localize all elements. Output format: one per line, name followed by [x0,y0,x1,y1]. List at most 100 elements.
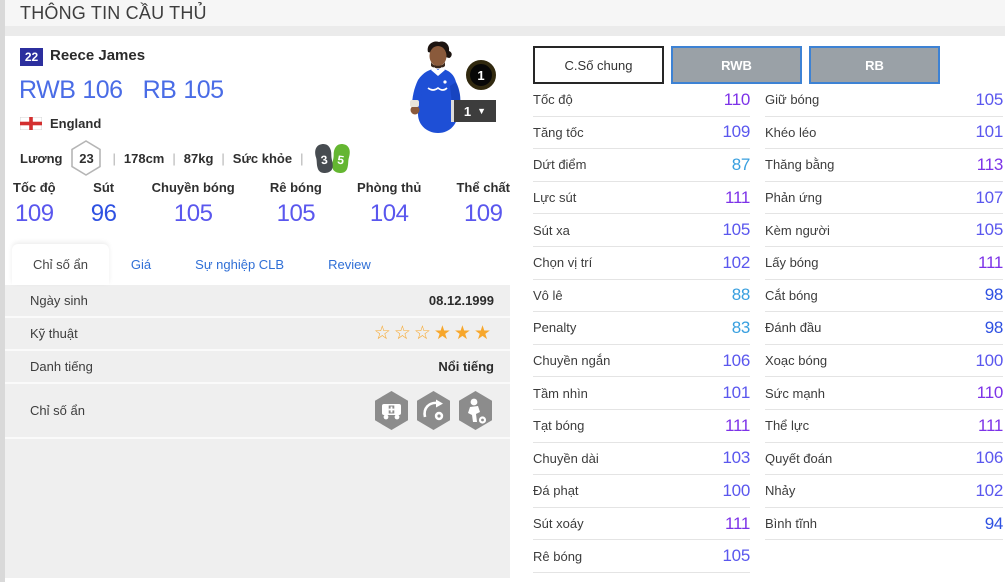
detail-stat-value: 110 [976,383,1004,403]
detail-stat-label: Khéo léo [765,124,817,140]
detail-stat-label: Tầm nhìn [533,385,588,401]
main-stat-label: Thể chất [456,180,510,195]
detail-stat-label: Sức mạnh [765,385,826,401]
info-row-label: Ngày sinh [30,293,88,308]
stat-tab[interactable]: RWB [671,46,802,84]
page-title: THÔNG TIN CẦU THỦ [20,3,207,23]
detail-stat-value: 105 [975,89,1004,109]
main-stat-value: 96 [90,200,117,227]
main-stats-row: Tốc độ 109 Sút 96 Chuyền bóng 105 Rê bón… [13,180,510,228]
stat-tab[interactable]: RB [809,46,940,84]
separator-pipe: | [112,150,116,166]
info-row-label: Kỹ thuật [30,326,78,341]
detail-stat-row: Chọn vị trí 102 [533,247,750,280]
detail-stat-value: 103 [722,448,751,468]
detail-stat-row: Rê bóng 105 [533,540,750,573]
main-stat-value: 104 [369,200,409,227]
main-stat: Sút 96 [91,180,117,228]
detail-stat-label: Bình tĩnh [765,516,818,532]
main-stat: Phòng thủ 104 [357,180,421,228]
stat-tab-label: RWB [721,57,752,73]
detail-stats-left-column: Tốc độ 110 Tăng tốc 109 Dứt điểm 87 Lực … [533,84,750,573]
detail-stat-value: 101 [975,122,1004,142]
tab-label: Chỉ số ẩn [33,257,88,272]
detail-stat-value: 107 [975,187,1004,207]
nation-row: England [20,116,101,131]
detail-stat-row: Đá phạt 100 [533,475,750,508]
detail-stat-label: Sút xoáy [533,516,584,532]
detail-stat-value: 98 [984,317,1004,337]
stat-tab[interactable]: C.Số chung [533,46,664,84]
main-stat: Thể chất 109 [456,180,509,228]
detail-stat-label: Tăng tốc [533,124,584,140]
detail-stat-label: Nhảy [765,483,796,499]
detail-stat-label: Phản ứng [765,190,823,206]
main-stat: Rê bóng 105 [270,180,322,228]
detail-stat-value: 101 [722,383,751,403]
detail-stat-row: Dứt điểm 87 [533,149,750,182]
header-divider [5,26,1005,36]
position-code: RB [142,76,177,104]
health-feet-icons: 3 5 [313,143,352,174]
tab[interactable]: Chỉ số ẩn [12,244,109,285]
england-flag-icon [20,117,42,130]
detail-stat-row: Phản ứng 107 [765,182,1003,215]
detail-stat-row: Tạt bóng 111 [533,410,750,443]
detail-stat-value: 102 [975,480,1004,500]
salary-hexagon-badge: 23 [70,140,102,176]
card-level-badge: 1 [466,60,496,90]
detail-stat-value: 105 [722,220,751,240]
separator-pipe: | [221,150,225,166]
salary-label: Lương [20,150,63,166]
detail-stat-label: Lực sút [533,190,577,206]
detail-stat-label: Penalty [533,320,577,336]
detail-stat-label: Rê bóng [533,548,583,564]
detail-stat-row: Chuyền dài 103 [533,443,750,476]
tab[interactable]: Sự nghiệp CLB [173,257,306,272]
main-stat-label: Chuyền bóng [151,180,235,195]
info-row-value-slot: Nổi tiếng [438,359,494,374]
detail-stat-value: 109 [722,122,751,142]
detail-stat-row: Khéo léo 101 [765,117,1003,150]
main-stat: Tốc độ 109 [13,180,56,228]
detail-stat-row: Kèm người 105 [765,214,1003,247]
separator-pipe: | [300,150,304,166]
tab[interactable]: Review [306,257,393,272]
detail-stat-value: 110 [723,89,751,109]
level-dropdown[interactable]: 1 ▼ [451,100,496,122]
chevron-down-icon: ▼ [477,106,487,116]
detail-stat-value: 98 [984,285,1004,305]
detail-stat-value: 111 [978,252,1003,272]
detail-stat-label: Thể lực [765,418,810,434]
detail-stat-label: Sút xa [533,222,570,238]
tab[interactable]: Giá [109,257,173,272]
salary-value: 23 [79,150,94,166]
detail-stat-row: Bình tĩnh 94 [765,508,1003,541]
position-code: RWB [19,76,76,104]
detail-stat-value: 87 [731,154,751,174]
detail-stat-value: 105 [975,220,1004,240]
detail-stat-value: 100 [722,480,751,500]
detail-stat-row: Xoạc bóng 100 [765,345,1003,378]
info-row: Danh tiếng Nổi tiếng [5,351,510,384]
health-label: Sức khỏe [232,150,293,166]
main-stat-value: 105 [173,200,213,227]
detail-stat-value: 102 [722,252,751,272]
position-overall: 105 [183,76,224,104]
main-stat-label: Sút [93,180,115,195]
detail-stat-label: Thăng bằng [765,157,835,173]
tab-label: Giá [130,257,152,272]
detail-stat-label: Lấy bóng [765,255,819,271]
bio-row: Lương 23 | 178cm | 87kg | Sức khỏe | 3 5 [20,140,352,176]
detail-stat-value: 100 [975,350,1004,370]
detail-stats-right-column: Giữ bóng 105 Khéo léo 101 Thăng bằng 113… [765,84,1003,573]
detail-stat-value: 111 [725,513,750,533]
detail-stat-value: 88 [731,285,751,305]
player-name: Reece James [50,47,146,64]
detail-stat-label: Kèm người [765,222,830,238]
detail-stat-value: 111 [725,415,750,435]
detail-stat-row: Lấy bóng 111 [765,247,1003,280]
info-row: Chỉ số ẩn [5,384,510,439]
detail-stat-row: Chuyền ngắn 106 [533,345,750,378]
